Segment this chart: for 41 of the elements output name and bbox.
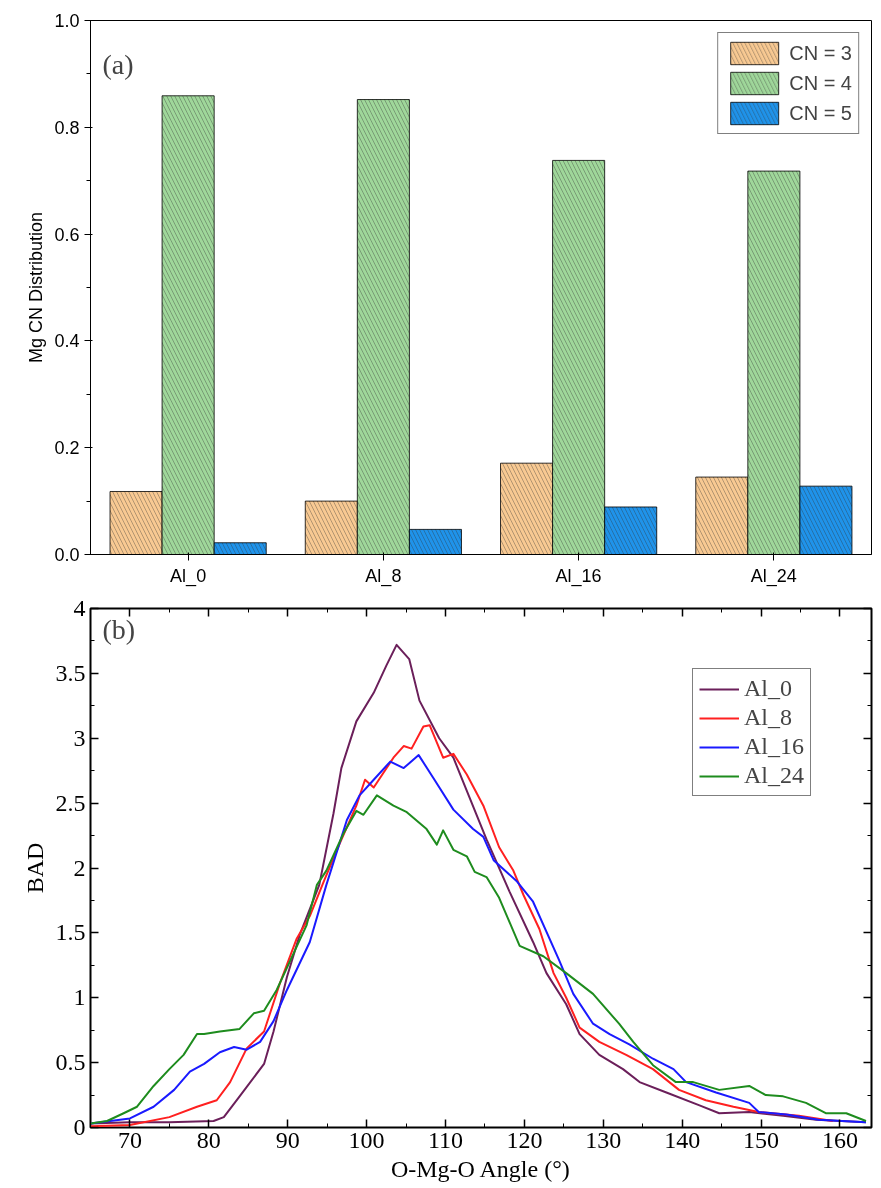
- x-tick-label: Al_8: [365, 565, 402, 587]
- x-axis-title: O-Mg-O Angle (°): [390, 1155, 570, 1182]
- y-tick-label: 1.5: [55, 919, 86, 946]
- x-tick-label: 120: [506, 1126, 543, 1153]
- y-tick-label: 0.5: [55, 1049, 86, 1076]
- y-tick-label: 0.0: [54, 545, 80, 565]
- y-tick-label: 3.5: [55, 659, 86, 686]
- x-tick-label: 140: [664, 1126, 701, 1153]
- legend-label: Al_16: [744, 733, 804, 760]
- x-tick-label: 150: [743, 1126, 780, 1153]
- y-axis-title: Mg CN Distribution: [26, 211, 47, 364]
- y-tick-label: 0.6: [54, 224, 80, 245]
- x-tick-label: 90: [275, 1126, 300, 1153]
- y-tick-label: 0: [73, 1114, 86, 1140]
- y-tick-label: 0.4: [54, 331, 80, 352]
- legend-label: CN = 3: [789, 41, 852, 65]
- x-tick-label: Al_16: [555, 565, 602, 587]
- legend-label: Al_24: [744, 762, 804, 789]
- y-tick-label: 0.8: [54, 117, 80, 138]
- x-tick-label: 110: [427, 1126, 464, 1153]
- legend-label: Al_8: [744, 704, 792, 731]
- legend-label: CN = 4: [789, 71, 852, 95]
- y-tick-label: 1: [73, 984, 86, 1011]
- x-tick-label: 100: [348, 1126, 385, 1153]
- x-tick-label: 160: [821, 1126, 858, 1153]
- x-tick-label: Al_24: [750, 565, 797, 587]
- legend-label: CN = 5: [789, 101, 852, 125]
- x-tick-label: Al_0: [170, 565, 207, 587]
- x-tick-label: 70: [117, 1126, 142, 1153]
- y-tick-label: 4: [73, 595, 86, 621]
- legend-label: Al_0: [744, 675, 792, 702]
- annotation: (b): [102, 613, 136, 645]
- y-tick-label: 2: [73, 854, 86, 881]
- x-tick-label: 80: [196, 1126, 221, 1153]
- y-tick-label: 2.5: [55, 789, 86, 816]
- x-tick-label: 130: [585, 1126, 622, 1153]
- annotation: (a): [102, 48, 134, 80]
- y-axis-title: BAD: [21, 842, 48, 894]
- y-tick-label: 1.0: [54, 11, 80, 31]
- y-tick-label: 3: [73, 724, 86, 751]
- y-tick-label: 0.2: [54, 438, 80, 459]
